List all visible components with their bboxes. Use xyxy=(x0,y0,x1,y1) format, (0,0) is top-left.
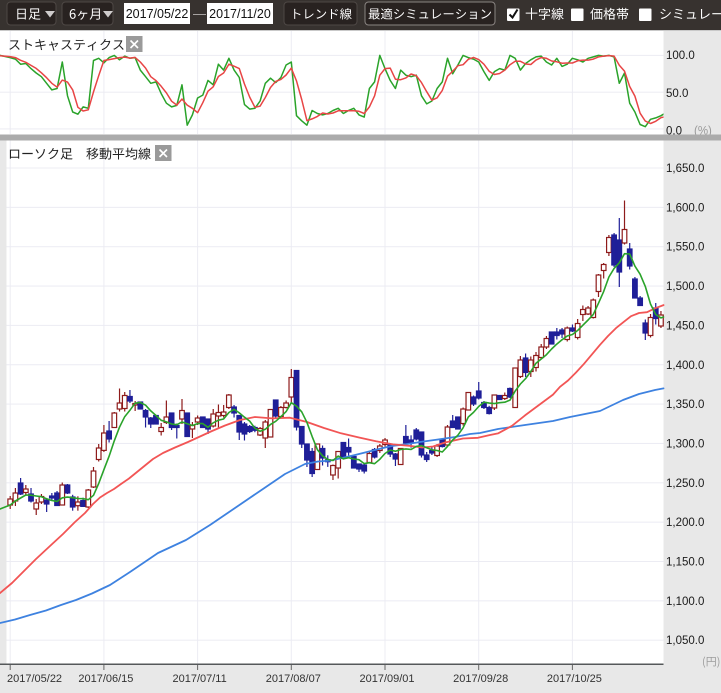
svg-text:2017/06/15: 2017/06/15 xyxy=(78,673,133,685)
svg-text:1,250.0: 1,250.0 xyxy=(666,478,704,490)
svg-text:1,100.0: 1,100.0 xyxy=(666,596,704,608)
svg-text:1,400.0: 1,400.0 xyxy=(666,360,704,372)
svg-text:2017/08/07: 2017/08/07 xyxy=(266,673,321,685)
svg-text:1,650.0: 1,650.0 xyxy=(666,163,704,175)
svg-text:1,450.0: 1,450.0 xyxy=(666,320,704,332)
svg-text:2017/05/22: 2017/05/22 xyxy=(126,7,189,21)
svg-text:1,350.0: 1,350.0 xyxy=(666,399,704,411)
svg-text:1,150.0: 1,150.0 xyxy=(666,557,704,569)
svg-text:2017/09/28: 2017/09/28 xyxy=(453,673,508,685)
svg-text:2017/10/25: 2017/10/25 xyxy=(547,673,602,685)
svg-text:1,300.0: 1,300.0 xyxy=(666,438,704,450)
svg-text:2017/09/01: 2017/09/01 xyxy=(359,673,414,685)
svg-text:1,200.0: 1,200.0 xyxy=(666,517,704,529)
svg-text:1,050.0: 1,050.0 xyxy=(666,635,704,647)
svg-text:100.0: 100.0 xyxy=(666,50,695,62)
svg-text:2017/11/20: 2017/11/20 xyxy=(209,7,271,21)
svg-text:2017/05/22: 2017/05/22 xyxy=(7,673,62,685)
svg-text:1,550.0: 1,550.0 xyxy=(666,242,704,254)
svg-text:1,500.0: 1,500.0 xyxy=(666,281,704,293)
svg-text:—: — xyxy=(193,6,206,21)
svg-text:50.0: 50.0 xyxy=(666,88,688,100)
svg-text:2017/07/11: 2017/07/11 xyxy=(172,673,226,685)
svg-text:1,600.0: 1,600.0 xyxy=(666,202,704,214)
